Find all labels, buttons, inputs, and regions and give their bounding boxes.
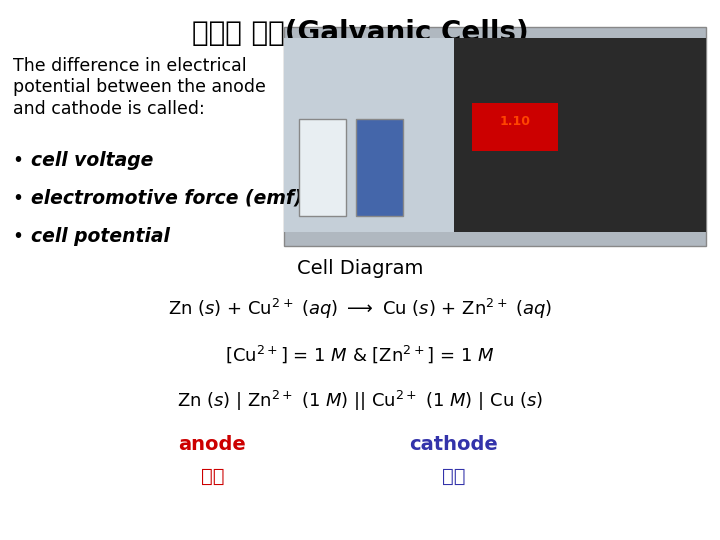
FancyBboxPatch shape [356,119,403,216]
Text: •: • [13,227,30,246]
FancyBboxPatch shape [472,103,558,151]
Text: cell potential: cell potential [31,227,170,246]
FancyBboxPatch shape [299,119,346,216]
Text: [Cu$^{2+}$] = 1 $M$ & [Zn$^{2+}$] = 1 $M$: [Cu$^{2+}$] = 1 $M$ & [Zn$^{2+}$] = 1 $M… [225,343,495,364]
Text: 갈바니 전지(Galvanic Cells): 갈바니 전지(Galvanic Cells) [192,19,528,47]
Text: 1.10: 1.10 [499,115,531,128]
Text: •: • [13,151,30,170]
FancyBboxPatch shape [284,38,454,232]
Text: •: • [13,189,30,208]
FancyBboxPatch shape [284,27,706,246]
Text: cell voltage: cell voltage [31,151,153,170]
Text: Cell Diagram: Cell Diagram [297,259,423,278]
Text: Zn ($s$) + Cu$^{2+}$ ($aq$) $\longrightarrow$ Cu ($s$) + Zn$^{2+}$ ($aq$): Zn ($s$) + Cu$^{2+}$ ($aq$) $\longrighta… [168,297,552,321]
FancyBboxPatch shape [454,38,706,232]
Text: potential between the anode: potential between the anode [13,78,266,96]
Text: The difference in electrical: The difference in electrical [13,57,246,75]
Text: 산화: 산화 [201,467,224,486]
Text: electromotive force (emf): electromotive force (emf) [31,189,302,208]
Text: Zn ($s$) | Zn$^{2+}$ (1 $M$) || Cu$^{2+}$ (1 $M$) | Cu ($s$): Zn ($s$) | Zn$^{2+}$ (1 $M$) || Cu$^{2+}… [177,389,543,413]
Text: 환원: 환원 [442,467,465,486]
Text: cathode: cathode [409,435,498,454]
Text: and cathode is called:: and cathode is called: [13,100,204,118]
Text: anode: anode [179,435,246,454]
